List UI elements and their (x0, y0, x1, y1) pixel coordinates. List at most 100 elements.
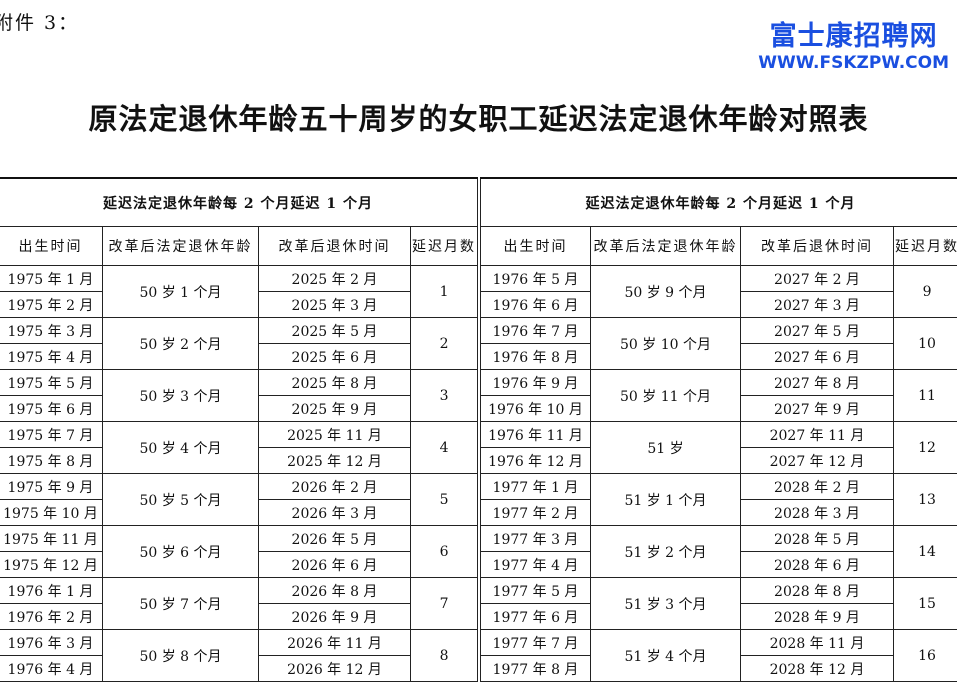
column-header: 改革后法定退休年龄 (590, 226, 741, 266)
retirement-date-cell: 2026 年 6 月 (258, 551, 411, 578)
delay-months-cell: 5 (409, 473, 479, 526)
delay-months-cell: 1 (409, 265, 479, 318)
birth-date-cell: 1977 年 7 月 (480, 629, 591, 656)
comparison-table-left: 延迟法定退休年龄每 2 个月延迟 1 个月 出生时间 改革后法定退休年龄 改革后退休时… (0, 177, 479, 682)
retirement-date-cell: 2026 年 2 月 (258, 473, 411, 500)
table-row: 1977 年 8 月 2028 年 12 月 (480, 655, 957, 682)
delay-months-cell: 10 (892, 317, 957, 370)
table-row: 1975 年 10 月 2026 年 3 月 (0, 499, 478, 526)
delay-months-cell: 15 (892, 577, 957, 630)
column-header: 出生时间 (0, 226, 103, 266)
column-header-row: 出生时间 改革后法定退休年龄 改革后退休时间 延迟月数 (0, 226, 479, 266)
retirement-date-cell: 2028 年 11 月 (740, 629, 894, 656)
retirement-age-cell: 50 岁 8 个月 (102, 629, 259, 682)
birth-date-cell: 1975 年 11 月 (0, 525, 103, 552)
birth-date-cell: 1975 年 3 月 (0, 317, 103, 344)
birth-date-cell: 1977 年 6 月 (480, 603, 591, 630)
retirement-date-cell: 2028 年 5 月 (740, 525, 894, 552)
retirement-age-cell: 50 岁 10 个月 (590, 317, 741, 370)
delay-months-cell: 3 (409, 369, 479, 422)
column-header: 延迟月数 (409, 226, 479, 266)
retirement-date-cell: 2028 年 8 月 (740, 577, 894, 604)
retirement-date-cell: 2028 年 6 月 (740, 551, 894, 578)
column-header: 改革后退休时间 (740, 226, 894, 266)
birth-date-cell: 1976 年 8 月 (480, 343, 591, 370)
delay-months-cell: 14 (892, 525, 957, 578)
retirement-date-cell: 2028 年 12 月 (740, 655, 894, 682)
retirement-date-cell: 2025 年 9 月 (258, 395, 411, 422)
retirement-date-cell: 2025 年 12 月 (258, 447, 411, 474)
retirement-date-cell: 2027 年 11 月 (740, 421, 894, 448)
watermark-url: WWW.FSKZPW.COM (758, 53, 949, 73)
table-row: 1975 年 6 月 2025 年 9 月 (0, 395, 478, 422)
comparison-table-right: 延迟法定退休年龄每 2 个月延迟 1 个月 出生时间 改革后法定退休年龄 改革后退休时… (479, 177, 957, 682)
retirement-age-cell: 51 岁 3 个月 (590, 577, 741, 630)
retirement-age-cell: 50 岁 9 个月 (590, 265, 741, 318)
birth-date-cell: 1975 年 5 月 (0, 369, 103, 396)
retirement-date-cell: 2026 年 8 月 (258, 577, 411, 604)
birth-date-cell: 1975 年 8 月 (0, 447, 103, 474)
retirement-age-cell: 50 岁 3 个月 (102, 369, 259, 422)
birth-date-cell: 1975 年 2 月 (0, 291, 103, 318)
column-header-row: 出生时间 改革后法定退休年龄 改革后退休时间 延迟月数 (480, 226, 957, 266)
table-row: 1976 年 12 月 2027 年 12 月 (480, 447, 957, 474)
birth-date-cell: 1975 年 4 月 (0, 343, 103, 370)
table-row: 1977 年 1 月 51 岁 1 个月 2028 年 2 月 13 (480, 473, 957, 526)
delay-months-cell: 4 (409, 421, 479, 474)
table-row: 1976 年 8 月 2027 年 6 月 (480, 343, 957, 370)
table-row: 1976 年 10 月 2027 年 9 月 (480, 395, 957, 422)
table-row: 1975 年 8 月 2025 年 12 月 (0, 447, 478, 474)
retirement-date-cell: 2025 年 5 月 (258, 317, 411, 344)
delay-months-cell: 16 (892, 629, 957, 682)
birth-date-cell: 1975 年 7 月 (0, 421, 103, 448)
table-row: 1977 年 6 月 2028 年 9 月 (480, 603, 957, 630)
birth-date-cell: 1977 年 3 月 (480, 525, 591, 552)
retirement-date-cell: 2026 年 3 月 (258, 499, 411, 526)
birth-date-cell: 1977 年 4 月 (480, 551, 591, 578)
birth-date-cell: 1977 年 1 月 (480, 473, 591, 500)
birth-date-cell: 1975 年 10 月 (0, 499, 103, 526)
retirement-age-cell: 50 岁 4 个月 (102, 421, 259, 474)
birth-date-cell: 1976 年 5 月 (480, 265, 591, 292)
retirement-date-cell: 2026 年 11 月 (258, 629, 411, 656)
retirement-date-cell: 2027 年 2 月 (740, 265, 894, 292)
table-row: 1977 年 7 月 51 岁 4 个月 2028 年 11 月 16 (480, 629, 957, 682)
retirement-date-cell: 2028 年 3 月 (740, 499, 894, 526)
table-row: 1975 年 12 月 2026 年 6 月 (0, 551, 478, 578)
delay-months-cell: 9 (892, 265, 957, 318)
column-header: 延迟月数 (892, 226, 957, 266)
table-row: 1976 年 7 月 50 岁 10 个月 2027 年 5 月 10 (480, 317, 957, 370)
watermark-name: 富士康招聘网 (769, 21, 938, 52)
column-header: 改革后法定退休年龄 (102, 226, 259, 266)
birth-date-cell: 1975 年 6 月 (0, 395, 103, 422)
table-row: 1977 年 3 月 51 岁 2 个月 2028 年 5 月 14 (480, 525, 957, 578)
retirement-date-cell: 2025 年 6 月 (258, 343, 411, 370)
birth-date-cell: 1976 年 6 月 (480, 291, 591, 318)
delay-months-cell: 11 (892, 369, 957, 422)
birth-date-cell: 1976 年 4 月 (0, 655, 103, 682)
birth-date-cell: 1975 年 1 月 (0, 265, 103, 292)
birth-date-cell: 1977 年 8 月 (480, 655, 591, 682)
birth-date-cell: 1976 年 9 月 (480, 369, 591, 396)
table-row: 1977 年 4 月 2028 年 6 月 (480, 551, 957, 578)
retirement-date-cell: 2026 年 5 月 (258, 525, 411, 552)
page-title: 原法定退休年龄五十周岁的女职工延迟法定退休年龄对照表 (88, 102, 869, 136)
delay-months-cell: 8 (409, 629, 479, 682)
column-header: 改革后退休时间 (258, 226, 411, 266)
birth-date-cell: 1976 年 12 月 (480, 447, 591, 474)
table-row: 1975 年 2 月 2025 年 3 月 (0, 291, 478, 318)
table-caption-row: 延迟法定退休年龄每 2 个月延迟 1 个月 (0, 177, 479, 227)
delay-months-cell: 12 (892, 421, 957, 474)
retirement-date-cell: 2027 年 3 月 (740, 291, 894, 318)
retirement-age-cell: 51 岁 (590, 421, 741, 474)
retirement-age-cell: 50 岁 7 个月 (102, 577, 259, 630)
birth-date-cell: 1976 年 10 月 (480, 395, 591, 422)
birth-date-cell: 1976 年 3 月 (0, 629, 103, 656)
table-row: 1976 年 6 月 2027 年 3 月 (480, 291, 957, 318)
retirement-age-cell: 50 岁 1 个月 (102, 265, 259, 318)
